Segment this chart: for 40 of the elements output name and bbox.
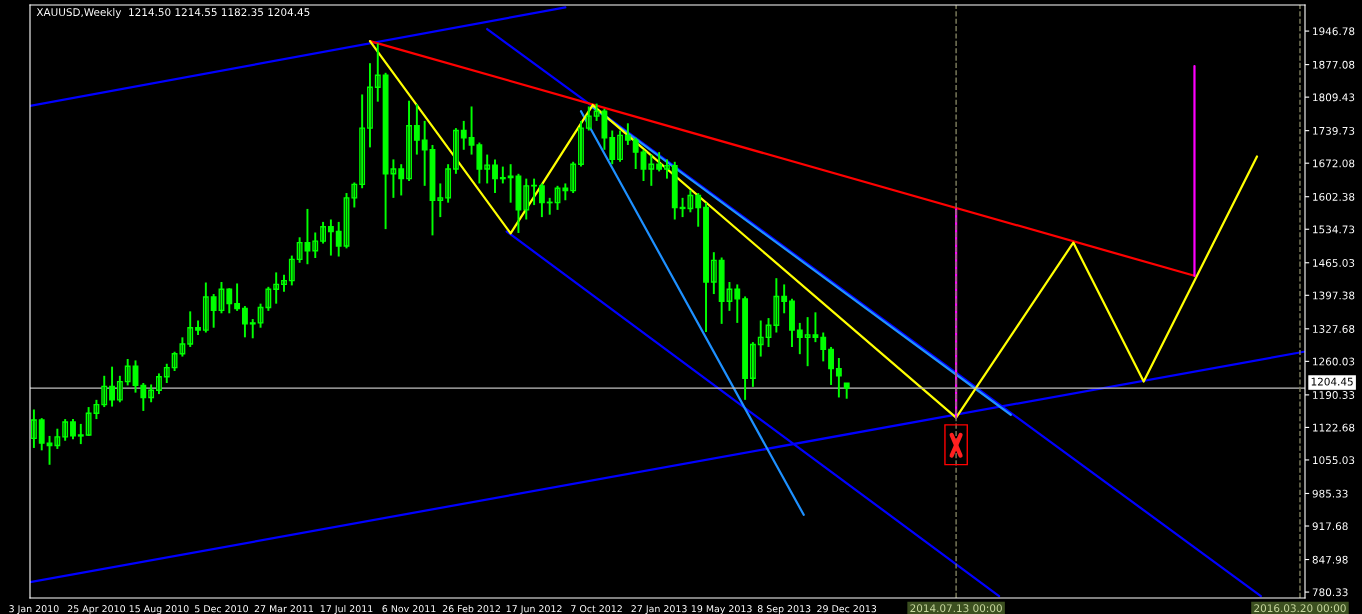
y-tick-label: 1327.68	[1313, 325, 1355, 333]
y-tick-label: 780.33	[1312, 588, 1348, 597]
ref-line-label: 2016.03.20 00:00	[1254, 604, 1346, 613]
chart-title: XAUUSD,Weekly 1214.50 1214.55 1182.35 1204.45	[36, 7, 310, 19]
y-tick-label: 917.68	[1312, 522, 1348, 531]
y-tick-label: 847.98	[1312, 555, 1348, 564]
candlestick	[249, 318, 256, 340]
x-tick-label: 15 Aug 2010	[129, 605, 189, 614]
ref-line-label: 1204.45	[1311, 377, 1353, 386]
x-tick-label: 27 Jan 2013	[631, 605, 687, 614]
ref-line-label: 2014.07.13 00:00	[910, 604, 1002, 613]
y-tick-label: 1465.03	[1313, 259, 1355, 267]
x-tick-label: 8 Sep 2013	[757, 605, 811, 614]
x-tick-label: 19 May 2013	[691, 605, 752, 614]
y-tick-label: 1260.03	[1313, 357, 1355, 366]
x-tick-label: 29 Dec 2013	[817, 605, 877, 613]
line-series	[368, 39, 1259, 419]
y-tick-label: 1055.03	[1313, 456, 1355, 465]
x-tick-label: 5 Dec 2010	[195, 605, 249, 613]
x-tick-label: 25 Apr 2010	[67, 605, 125, 614]
candlestick	[531, 177, 538, 207]
y-tick-label: 1122.68	[1313, 423, 1355, 432]
x-tick-label: 26 Feb 2012	[442, 604, 500, 613]
y-tick-label: 1602.38	[1313, 192, 1355, 201]
y-tick-label: 1534.73	[1313, 225, 1355, 234]
y-tick-label: 985.33	[1312, 489, 1348, 498]
x-tick-label: 7 Oct 2012	[571, 605, 622, 613]
y-tick-label: 1672.08	[1313, 159, 1355, 168]
x-tick-label: 27 Mar 2011	[254, 605, 314, 613]
candlestick	[77, 422, 84, 446]
y-tick-label: 1739.73	[1313, 126, 1355, 135]
x-tick-label: 17 Jun 2012	[506, 605, 562, 614]
x-tick-label: 6 Nov 2011	[382, 605, 436, 613]
y-tick-label: 1946.78	[1313, 27, 1355, 36]
x-tick-label: 17 Jul 2011	[320, 604, 373, 614]
y-tick-label: 1397.38	[1313, 291, 1355, 300]
y-tick-label: 1809.43	[1313, 93, 1355, 102]
y-tick-label: 1190.33	[1313, 391, 1355, 399]
x-tick-label: 3 Jan 2010	[9, 605, 59, 614]
y-tick-label: 1877.08	[1313, 60, 1355, 69]
